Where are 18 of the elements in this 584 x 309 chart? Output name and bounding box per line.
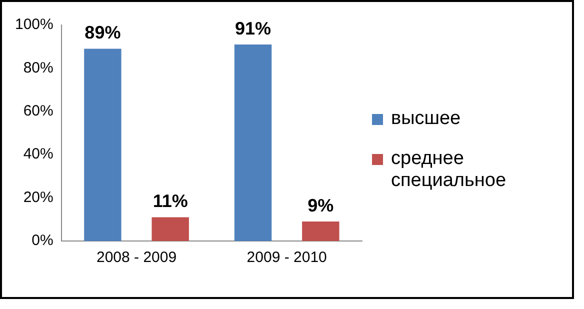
x-tick-label: 2009 - 2010 (246, 248, 327, 266)
y-tick-label: 100% (14, 16, 54, 33)
bar (234, 44, 272, 240)
bar (84, 48, 122, 240)
legend-label: среднее специальное (391, 148, 508, 192)
data-label: 91% (235, 18, 272, 38)
y-tick-label: 20% (23, 188, 54, 206)
data-label: 9% (308, 195, 334, 216)
y-tick-label: 80% (23, 58, 54, 76)
y-tick-label: 40% (23, 145, 54, 162)
y-tick-label: 0% (32, 232, 54, 249)
data-label: 89% (84, 22, 121, 42)
data-label: 11% (152, 190, 188, 211)
legend-label: высшее (391, 108, 462, 130)
bar (152, 216, 189, 240)
bar (302, 221, 340, 240)
x-tick-label: 2008 - 2009 (96, 248, 177, 266)
y-tick-label: 60% (23, 102, 54, 120)
